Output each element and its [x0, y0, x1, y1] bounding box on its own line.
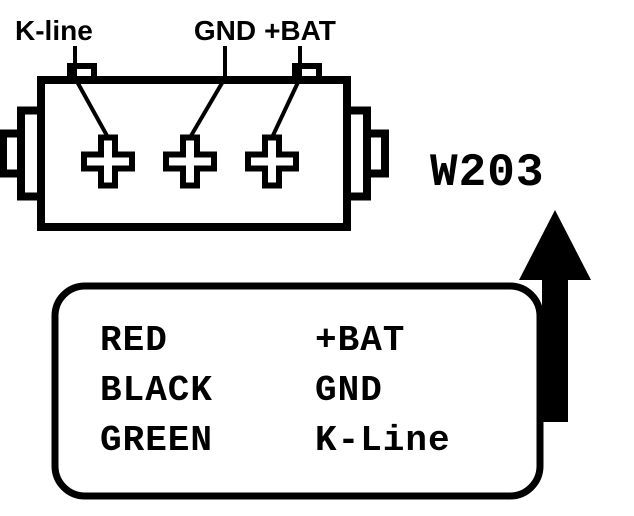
legend-color-0: RED	[100, 320, 168, 361]
pin-label-0: K-line	[15, 15, 93, 46]
legend-signal-2: K-Line	[315, 420, 451, 461]
model-label: W203	[430, 147, 544, 199]
arrow-shaft	[542, 276, 568, 422]
legend-signal-1: GND	[315, 370, 383, 411]
legend-signal-0: +BAT	[315, 320, 405, 361]
legend-color-1: BLACK	[100, 370, 213, 411]
legend-color-2: GREEN	[100, 420, 213, 461]
pin-label-1: GND	[194, 15, 256, 46]
pin-label-2: +BAT	[264, 15, 336, 46]
